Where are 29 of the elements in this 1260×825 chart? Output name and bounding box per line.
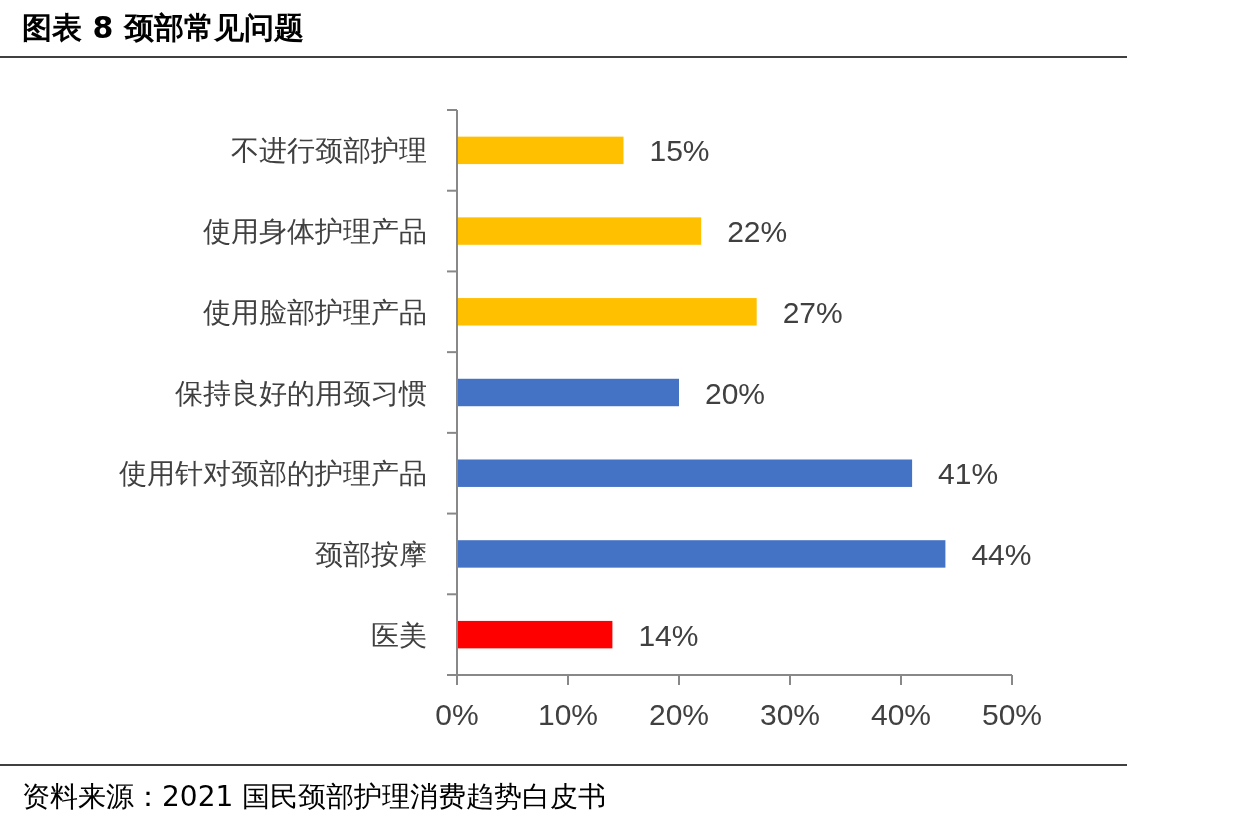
x-tick-label: 10% <box>537 698 599 731</box>
data-label: 14% <box>638 618 699 652</box>
data-label: 20% <box>705 376 766 410</box>
bar <box>457 378 679 407</box>
text: 图表 8 颈部常见问题 <box>22 10 304 45</box>
bar <box>457 298 757 326</box>
y-tick-label: 颈部按摩 <box>315 537 427 571</box>
bar <box>457 217 702 245</box>
y-tick-label: 医美 <box>371 618 427 652</box>
x-tick-label: 50% <box>981 698 1043 731</box>
y-tick-label: 使用身体护理产品 <box>203 215 427 249</box>
x-tick-label: 30% <box>759 698 821 731</box>
bar <box>457 136 624 165</box>
y-tick-label: 不进行颈部护理 <box>231 134 427 168</box>
bar <box>457 459 913 487</box>
y-tick-label: 使用脸部护理产品 <box>203 295 427 329</box>
text: 资料来源：2021 国民颈部护理消费趋势白皮书 <box>22 780 607 813</box>
data-label: 41% <box>938 457 999 491</box>
data-label: 22% <box>727 215 788 249</box>
x-tick-label: 0% <box>435 698 479 731</box>
bar <box>457 620 613 649</box>
data-label: 44% <box>971 537 1032 571</box>
data-label: 15% <box>649 134 710 168</box>
y-tick-label: 使用针对颈部的护理产品 <box>119 457 427 491</box>
y-tick-label: 保持良好的用颈习惯 <box>175 376 427 410</box>
x-tick-label: 40% <box>870 698 932 731</box>
x-tick-label: 20% <box>648 698 710 731</box>
data-label: 27% <box>782 295 843 329</box>
bar <box>457 540 946 568</box>
